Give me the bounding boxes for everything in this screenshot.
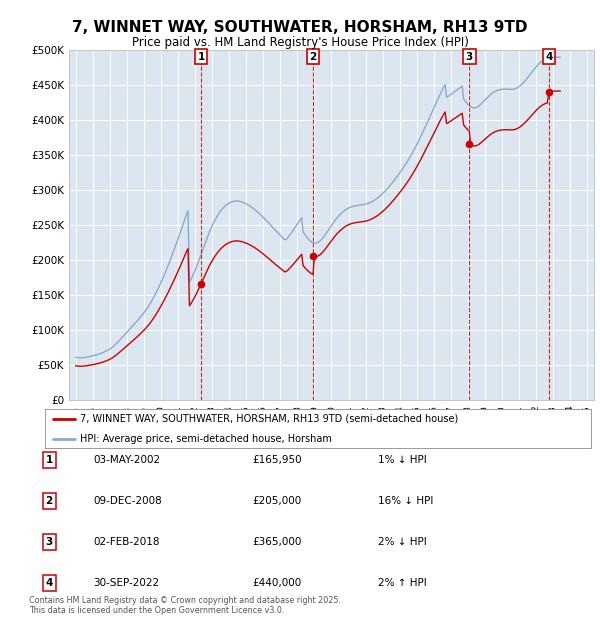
Text: 16% ↓ HPI: 16% ↓ HPI (378, 496, 433, 506)
Text: 7, WINNET WAY, SOUTHWATER, HORSHAM, RH13 9TD (semi-detached house): 7, WINNET WAY, SOUTHWATER, HORSHAM, RH13… (80, 414, 459, 424)
Text: £440,000: £440,000 (252, 578, 301, 588)
Text: 02-FEB-2018: 02-FEB-2018 (93, 537, 160, 547)
Text: Contains HM Land Registry data © Crown copyright and database right 2025.
This d: Contains HM Land Registry data © Crown c… (29, 596, 341, 615)
Text: 3: 3 (466, 51, 473, 61)
Text: 3: 3 (46, 537, 53, 547)
Text: 2: 2 (310, 51, 317, 61)
Text: 03-MAY-2002: 03-MAY-2002 (93, 455, 160, 465)
Text: 2: 2 (46, 496, 53, 506)
Text: 4: 4 (545, 51, 553, 61)
Text: 1% ↓ HPI: 1% ↓ HPI (378, 455, 427, 465)
Text: 7, WINNET WAY, SOUTHWATER, HORSHAM, RH13 9TD: 7, WINNET WAY, SOUTHWATER, HORSHAM, RH13… (72, 20, 528, 35)
Text: 09-DEC-2008: 09-DEC-2008 (93, 496, 162, 506)
Text: £365,000: £365,000 (252, 537, 301, 547)
Text: 2% ↓ HPI: 2% ↓ HPI (378, 537, 427, 547)
Text: £205,000: £205,000 (252, 496, 301, 506)
Text: 4: 4 (46, 578, 53, 588)
Text: Price paid vs. HM Land Registry's House Price Index (HPI): Price paid vs. HM Land Registry's House … (131, 36, 469, 48)
Text: 30-SEP-2022: 30-SEP-2022 (93, 578, 159, 588)
Text: 1: 1 (197, 51, 205, 61)
Text: £165,950: £165,950 (252, 455, 302, 465)
Text: 2% ↑ HPI: 2% ↑ HPI (378, 578, 427, 588)
Text: HPI: Average price, semi-detached house, Horsham: HPI: Average price, semi-detached house,… (80, 434, 332, 444)
Text: 1: 1 (46, 455, 53, 465)
